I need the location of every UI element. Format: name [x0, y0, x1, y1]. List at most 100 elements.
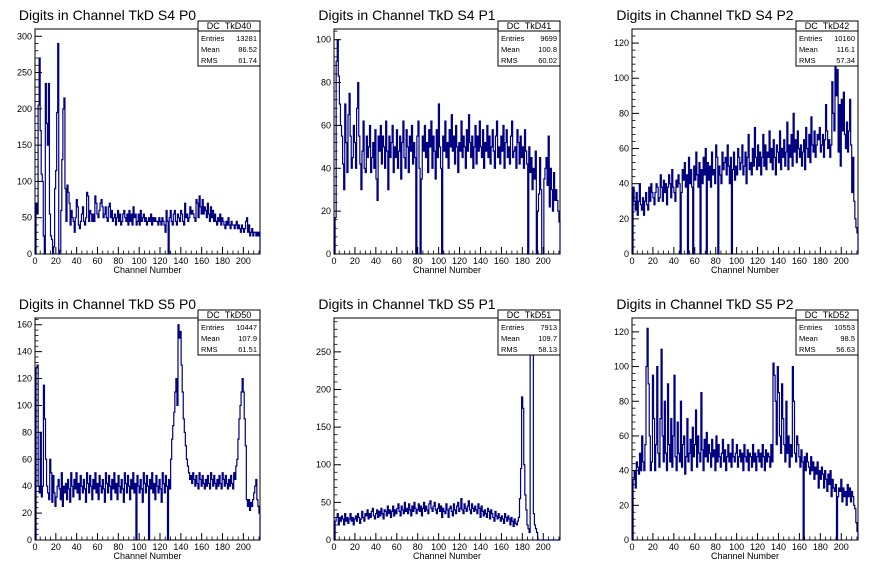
y-tick-label: 250	[17, 68, 32, 78]
x-tick-label: 60	[392, 542, 402, 552]
y-tick-label: 60	[619, 431, 629, 441]
x-tick-label: 160	[494, 542, 509, 552]
x-tick-label: 80	[711, 542, 721, 552]
stats-box	[497, 309, 561, 356]
stats-value: 98.5	[840, 334, 855, 343]
y-tick-label: 0	[27, 249, 32, 259]
x-tick-label: 20	[648, 256, 658, 266]
y-tick-label: 160	[17, 320, 32, 330]
stats-label: Mean	[501, 45, 520, 54]
x-tick-label: 100	[431, 542, 446, 552]
x-tick-label: 160	[494, 256, 509, 266]
stats-value: 58.13	[538, 345, 557, 354]
x-tick-label: 200	[236, 256, 251, 266]
x-tick-label: 140	[473, 256, 488, 266]
histogram-series	[632, 60, 859, 255]
histogram-series	[334, 39, 561, 255]
y-tick-label: 0	[27, 535, 32, 545]
y-tick-label: 20	[22, 508, 32, 518]
x-tick-label: 120	[750, 542, 765, 552]
y-tick-label: 0	[624, 249, 629, 259]
histogram-series	[35, 42, 261, 255]
x-tick-label: 120	[152, 256, 167, 266]
stats-label: Mean	[201, 45, 220, 54]
stats-value: 10553	[834, 323, 855, 332]
stats-box	[497, 20, 561, 67]
x-tick-label: 120	[452, 256, 467, 266]
x-tick-label: 40	[669, 542, 679, 552]
plot-frame	[34, 317, 261, 541]
y-tick-label: 40	[619, 466, 629, 476]
y-tick-label: 120	[614, 327, 629, 337]
histogram-title: Digits in Channel TkD S5 P2	[616, 296, 793, 312]
histogram-title: Digits in Channel TkD S5 P1	[318, 296, 495, 312]
stats-value: 116.1	[837, 45, 855, 54]
x-tick-label: 180	[215, 256, 230, 266]
x-tick-label: 160	[194, 542, 209, 552]
x-tick-label: 80	[413, 542, 423, 552]
x-tick-label: 20	[350, 542, 360, 552]
stats-value: 57.34	[836, 56, 855, 65]
histogram-title: Digits in Channel TkD S4 P2	[616, 7, 793, 23]
stats-value: 13281	[236, 34, 257, 43]
stats-name: DC_TkD42	[805, 21, 850, 31]
x-tick-label: 140	[173, 256, 188, 266]
y-tick-label: 80	[619, 396, 629, 406]
stats-value: 61.51	[238, 345, 257, 354]
x-axis-label: Channel Number	[711, 551, 779, 561]
stats-box	[795, 20, 859, 67]
y-tick-label: 120	[614, 38, 629, 48]
y-tick-label: 60	[22, 454, 32, 464]
y-tick-label: 80	[321, 78, 331, 88]
y-tick-label: 100	[614, 362, 629, 372]
y-tick-label: 60	[619, 144, 629, 154]
y-tick-label: 200	[17, 104, 32, 114]
y-tick-label: 100	[17, 176, 32, 186]
stats-value: 10447	[236, 323, 257, 332]
y-tick-label: 60	[321, 120, 331, 130]
x-tick-label: 40	[72, 256, 82, 266]
x-axis-label: Channel Number	[113, 551, 181, 561]
x-tick-label: 180	[215, 542, 230, 552]
stats-value: 7913	[540, 323, 557, 332]
x-tick-label: 100	[132, 542, 147, 552]
y-tick-label: 50	[321, 497, 331, 507]
x-tick-label: 60	[92, 256, 102, 266]
stats-label: Entries	[501, 323, 525, 332]
y-tick-label: 120	[17, 374, 32, 384]
stats-value: 61.74	[238, 56, 257, 65]
x-tick-label: 20	[51, 542, 61, 552]
x-tick-label: 0	[629, 256, 634, 266]
histogram-series	[632, 327, 859, 541]
histogram-title: Digits in Channel TkD S4 P1	[318, 7, 495, 23]
histogram-panel-2: Digits in Channel TkD S4 P2 0 20 40 60 80 100 1…	[614, 7, 859, 275]
y-tick-label: 40	[321, 163, 331, 173]
histogram-panel-1: Digits in Channel TkD S4 P1 0 20 40 60 80 100 1…	[316, 7, 561, 275]
y-tick-label: 80	[619, 108, 629, 118]
y-tick-label: 100	[17, 400, 32, 410]
x-tick-label: 120	[452, 542, 467, 552]
x-tick-label: 60	[392, 256, 402, 266]
y-tick-label: 20	[619, 214, 629, 224]
x-tick-label: 100	[729, 542, 744, 552]
y-tick-label: 20	[619, 500, 629, 510]
x-tick-label: 60	[690, 542, 700, 552]
plot-frame	[333, 28, 561, 255]
stats-value: 56.63	[836, 345, 855, 354]
y-tick-label: 250	[316, 347, 331, 357]
stats-value: 109.7	[538, 334, 557, 343]
stats-box	[795, 309, 859, 356]
x-tick-label: 100	[132, 256, 147, 266]
x-tick-label: 120	[152, 542, 167, 552]
y-tick-label: 40	[619, 179, 629, 189]
stats-label: Entries	[201, 323, 225, 332]
y-tick-label: 100	[316, 460, 331, 470]
stats-box	[197, 309, 261, 356]
histogram-panel-5: Digits in Channel TkD S5 P2 0 20 40 60 80 100 1…	[614, 296, 859, 561]
y-tick-label: 0	[326, 249, 331, 259]
y-tick-label: 100	[614, 73, 629, 83]
stats-value: 100.8	[538, 45, 557, 54]
stats-label: Entries	[501, 34, 525, 43]
histogram-title: Digits in Channel TkD S4 P0	[19, 7, 196, 23]
x-tick-label: 200	[536, 542, 551, 552]
